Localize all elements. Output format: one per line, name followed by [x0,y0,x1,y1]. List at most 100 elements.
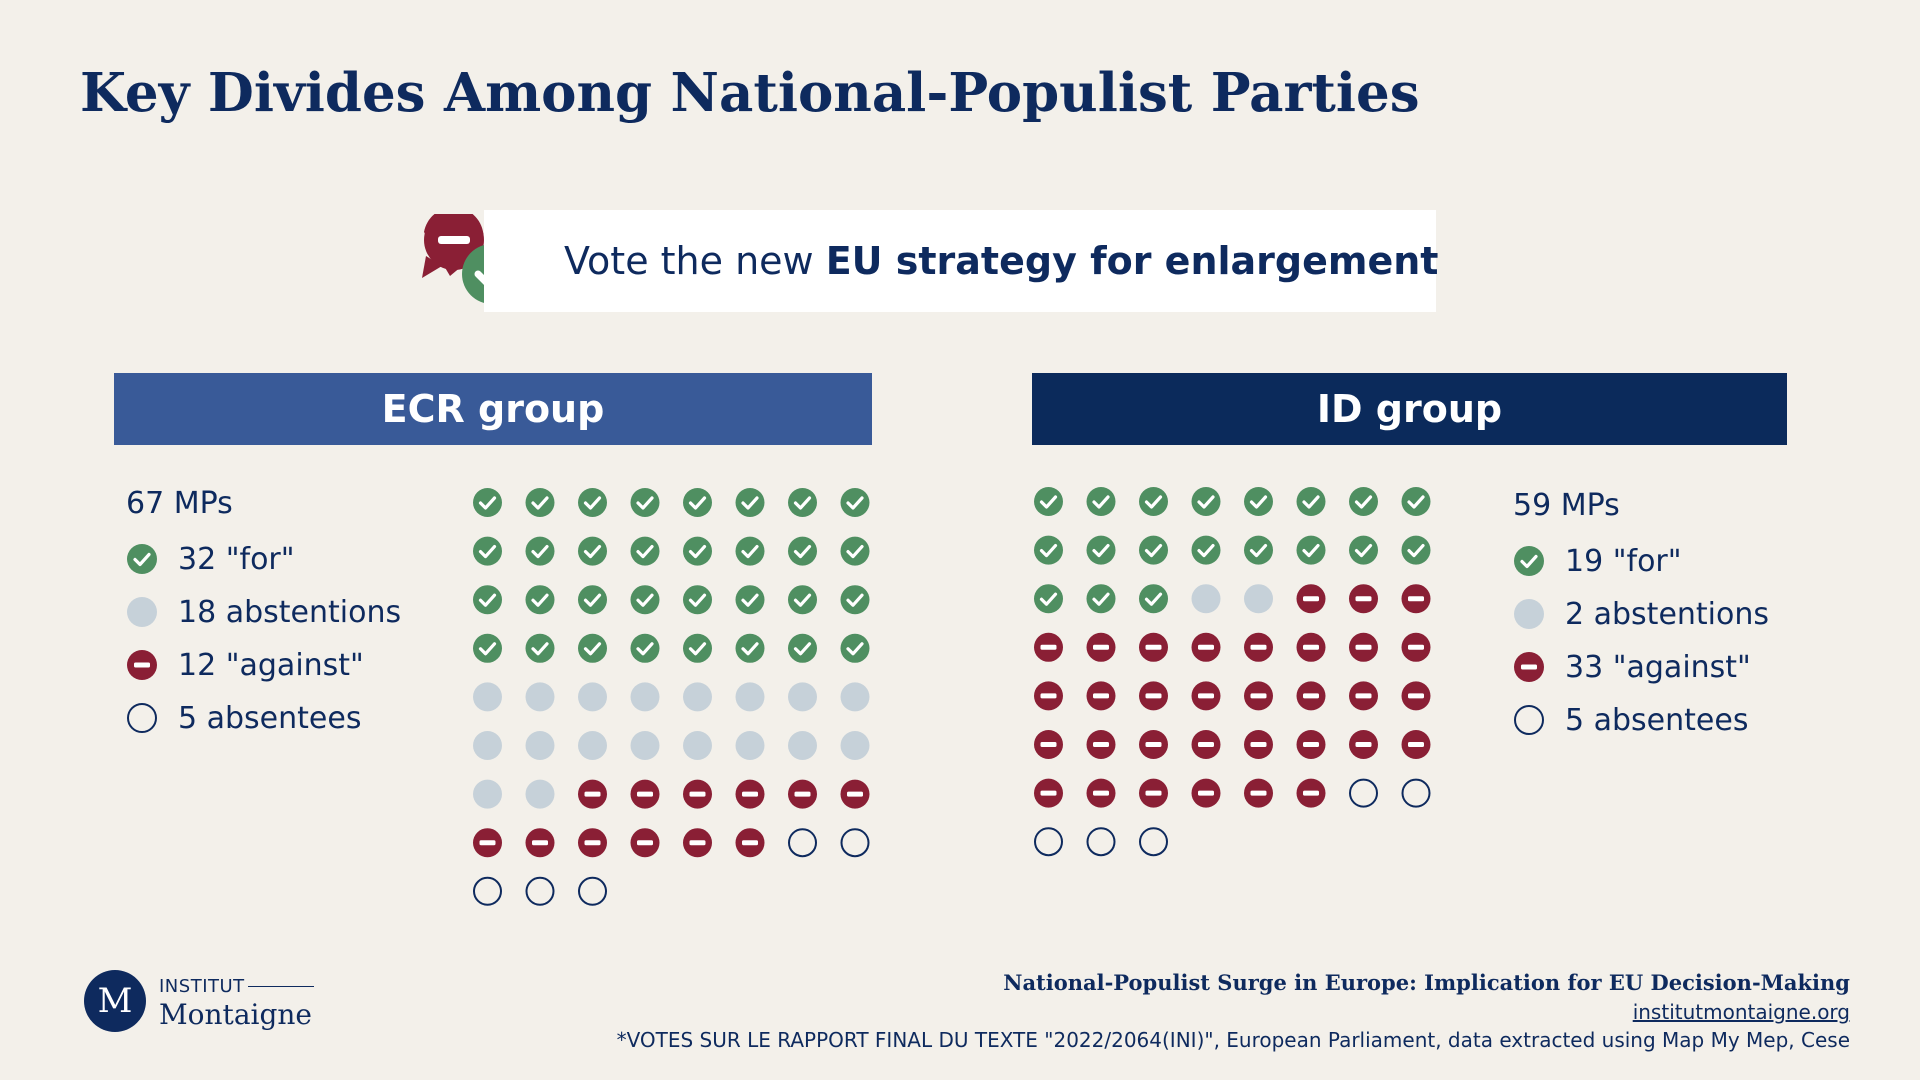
id-dot-against [1191,730,1221,759]
source-note: *VOTES SUR LE RAPPORT FINAL DU TEXTE "20… [616,1028,1850,1052]
ecr-dot-for [578,633,607,663]
id-dot-for [1349,535,1378,565]
id-dot-abstention [1191,584,1221,614]
ecr-dot-for [788,536,817,566]
id-dot-against [1139,681,1168,711]
logo-top-text: INSTITUT [159,976,245,997]
id-dot-against [1191,632,1221,662]
id-dot-absent [1034,827,1063,857]
id-dot-against [1349,584,1378,614]
id-dot-against [1034,681,1063,711]
empty-circle-icon [127,703,157,733]
id-dot-for [1034,487,1063,516]
minus-circle-icon [127,650,157,680]
site-link[interactable]: institutmontaigne.org [1632,1000,1850,1024]
ecr-dot-abstention [788,682,817,712]
id-dot-against [1401,730,1431,759]
ecr-dot-for [630,633,660,663]
id-dot-against [1349,632,1378,662]
id-dot-for [1034,584,1063,614]
id-legend-for-label: 19 "for" [1565,543,1682,579]
vote-subject-text: EU strategy for enlargement [825,239,1439,283]
id-dot-for [1244,487,1273,516]
ecr-legend-for: 32 "for" [126,542,401,577]
ecr-mps-count: 67 MPs [126,486,233,521]
id-dot-against [1401,681,1431,711]
ecr-dot-against [788,779,817,809]
id-legend-absent: 5 absentees [1513,703,1769,738]
ecr-waffle-chart [472,487,870,907]
ecr-dot-for [473,536,502,566]
ecr-dot-abstention [840,682,870,712]
id-dot-against [1244,681,1273,711]
ecr-dot-for [525,488,555,517]
ecr-dot-for [735,633,765,663]
id-dot-against [1034,778,1063,808]
ecr-dot-for [788,488,817,517]
id-dot-for [1296,535,1326,565]
id-dot-against [1244,778,1273,808]
logo-mark: M [84,970,146,1032]
id-dot-against [1086,681,1116,711]
ecr-dot-for [578,585,607,615]
report-title: National-Populist Surge in Europe: Impli… [1003,970,1850,995]
ecr-dot-for [788,633,817,663]
id-dot-against [1086,730,1116,759]
id-dot-against [1296,730,1326,759]
id-dot-abstention [1244,584,1273,614]
check-circle-icon [1514,546,1544,576]
institut-montaigne-logo: M INSTITUT Montaigne [84,970,324,1040]
id-legend-for: 19 "for" [1513,543,1769,579]
ecr-dot-abstention [735,682,765,712]
ecr-dot-absent [840,828,870,858]
ecr-legend-abstention-label: 18 abstentions [178,594,402,630]
ecr-legend-abstention: 18 abstentions [126,594,402,630]
ecr-dot-against [735,828,765,858]
id-dot-against [1244,632,1273,662]
ecr-dot-for [525,585,555,615]
id-waffle-chart [1033,486,1431,866]
ecr-dot-for [473,633,502,663]
id-dot-against [1034,730,1063,759]
id-dot-for [1296,487,1326,516]
id-dot-for [1139,535,1168,565]
ecr-dot-for [473,585,502,615]
ecr-dot-for [473,488,502,517]
id-dot-for [1191,535,1221,565]
minus-circle-icon [1514,652,1544,682]
id-dot-against [1296,681,1326,711]
ecr-dot-against [683,828,712,858]
ecr-dot-for [578,536,607,566]
id-dot-absent [1086,827,1116,857]
id-group-header: ID group [1032,373,1787,445]
ecr-dot-absent [525,876,555,906]
id-dot-against [1139,778,1168,808]
ecr-legend-against: 12 "against" [126,647,401,683]
ecr-dot-abstention [735,731,765,760]
id-dot-against [1401,632,1431,662]
page-title: Key Divides Among National-Populist Part… [80,62,1420,124]
ecr-dot-against [630,779,660,809]
id-dot-for [1401,487,1431,516]
id-dot-for [1401,535,1431,565]
ecr-dot-for [840,488,870,517]
ecr-dot-against [578,828,607,858]
id-dot-against [1401,584,1431,614]
ecr-dot-abstention [473,779,502,809]
empty-circle-icon [1514,705,1544,735]
ecr-dot-for [525,633,555,663]
id-dot-against [1139,730,1168,759]
ecr-legend-against-label: 12 "against" [178,647,364,683]
ecr-dot-for [630,488,660,517]
ecr-dot-for [735,585,765,615]
id-dot-against [1349,730,1378,759]
id-dot-against [1034,632,1063,662]
ecr-dot-against [473,828,502,858]
check-circle-icon [127,544,157,574]
id-dot-absent [1401,778,1431,808]
id-dot-against [1296,778,1326,808]
id-dot-absent [1139,827,1168,857]
ecr-legend-absent-label: 5 absentees [178,700,362,736]
id-dot-against [1139,632,1168,662]
ecr-dot-against [840,779,870,809]
